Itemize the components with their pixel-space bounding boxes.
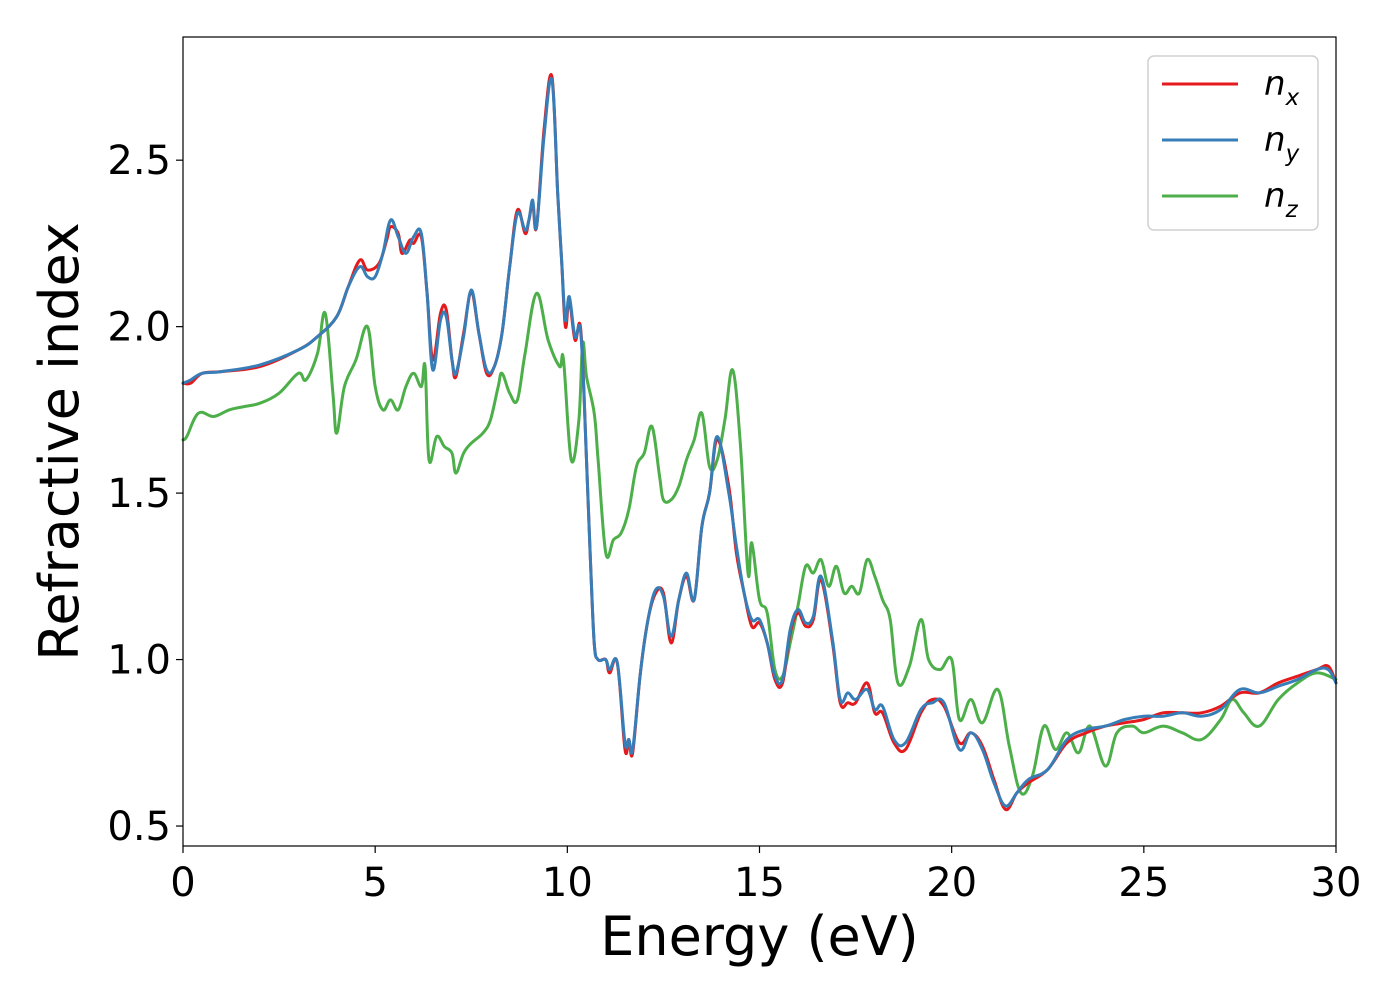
y-tick-label: 1.0: [107, 638, 171, 684]
x-tick-label: 20: [926, 860, 977, 906]
y-tick-label: 0.5: [107, 804, 171, 850]
x-tick-label: 30: [1311, 860, 1362, 906]
legend-label-main: n: [1264, 176, 1286, 216]
legend-label-y: ny: [1264, 120, 1300, 167]
legend-label-z: nz: [1264, 176, 1299, 223]
y-axis-label: Refractive index: [28, 222, 91, 661]
series-line-y: [181, 76, 1338, 808]
series-layer: [181, 73, 1338, 812]
y-tick-label: 1.5: [107, 471, 171, 517]
legend-label-subscript: z: [1285, 197, 1299, 223]
legend-label-main: n: [1264, 120, 1286, 160]
x-axis-label: Energy (eV): [600, 905, 919, 968]
legend-label-main: n: [1264, 64, 1286, 104]
x-axis-ticks: 0 5 10 15 20 25 30: [170, 846, 1361, 906]
x-tick-label: 25: [1118, 860, 1169, 906]
x-tick-label: 15: [734, 860, 785, 906]
x-tick-label: 5: [362, 860, 387, 906]
x-tick-label: 0: [170, 860, 195, 906]
series-line-z: [181, 291, 1338, 796]
legend-box: [1147, 55, 1319, 231]
y-axis-ticks: 0.5 1.0 1.5 2.0 2.5: [107, 138, 183, 850]
y-tick-label: 2.5: [107, 138, 171, 184]
legend-label-x: nx: [1264, 64, 1300, 111]
legend-label-subscript: x: [1285, 85, 1300, 111]
y-tick-label: 2.0: [107, 305, 171, 351]
x-tick-label: 10: [542, 860, 593, 906]
legend-label-subscript: y: [1285, 141, 1300, 167]
